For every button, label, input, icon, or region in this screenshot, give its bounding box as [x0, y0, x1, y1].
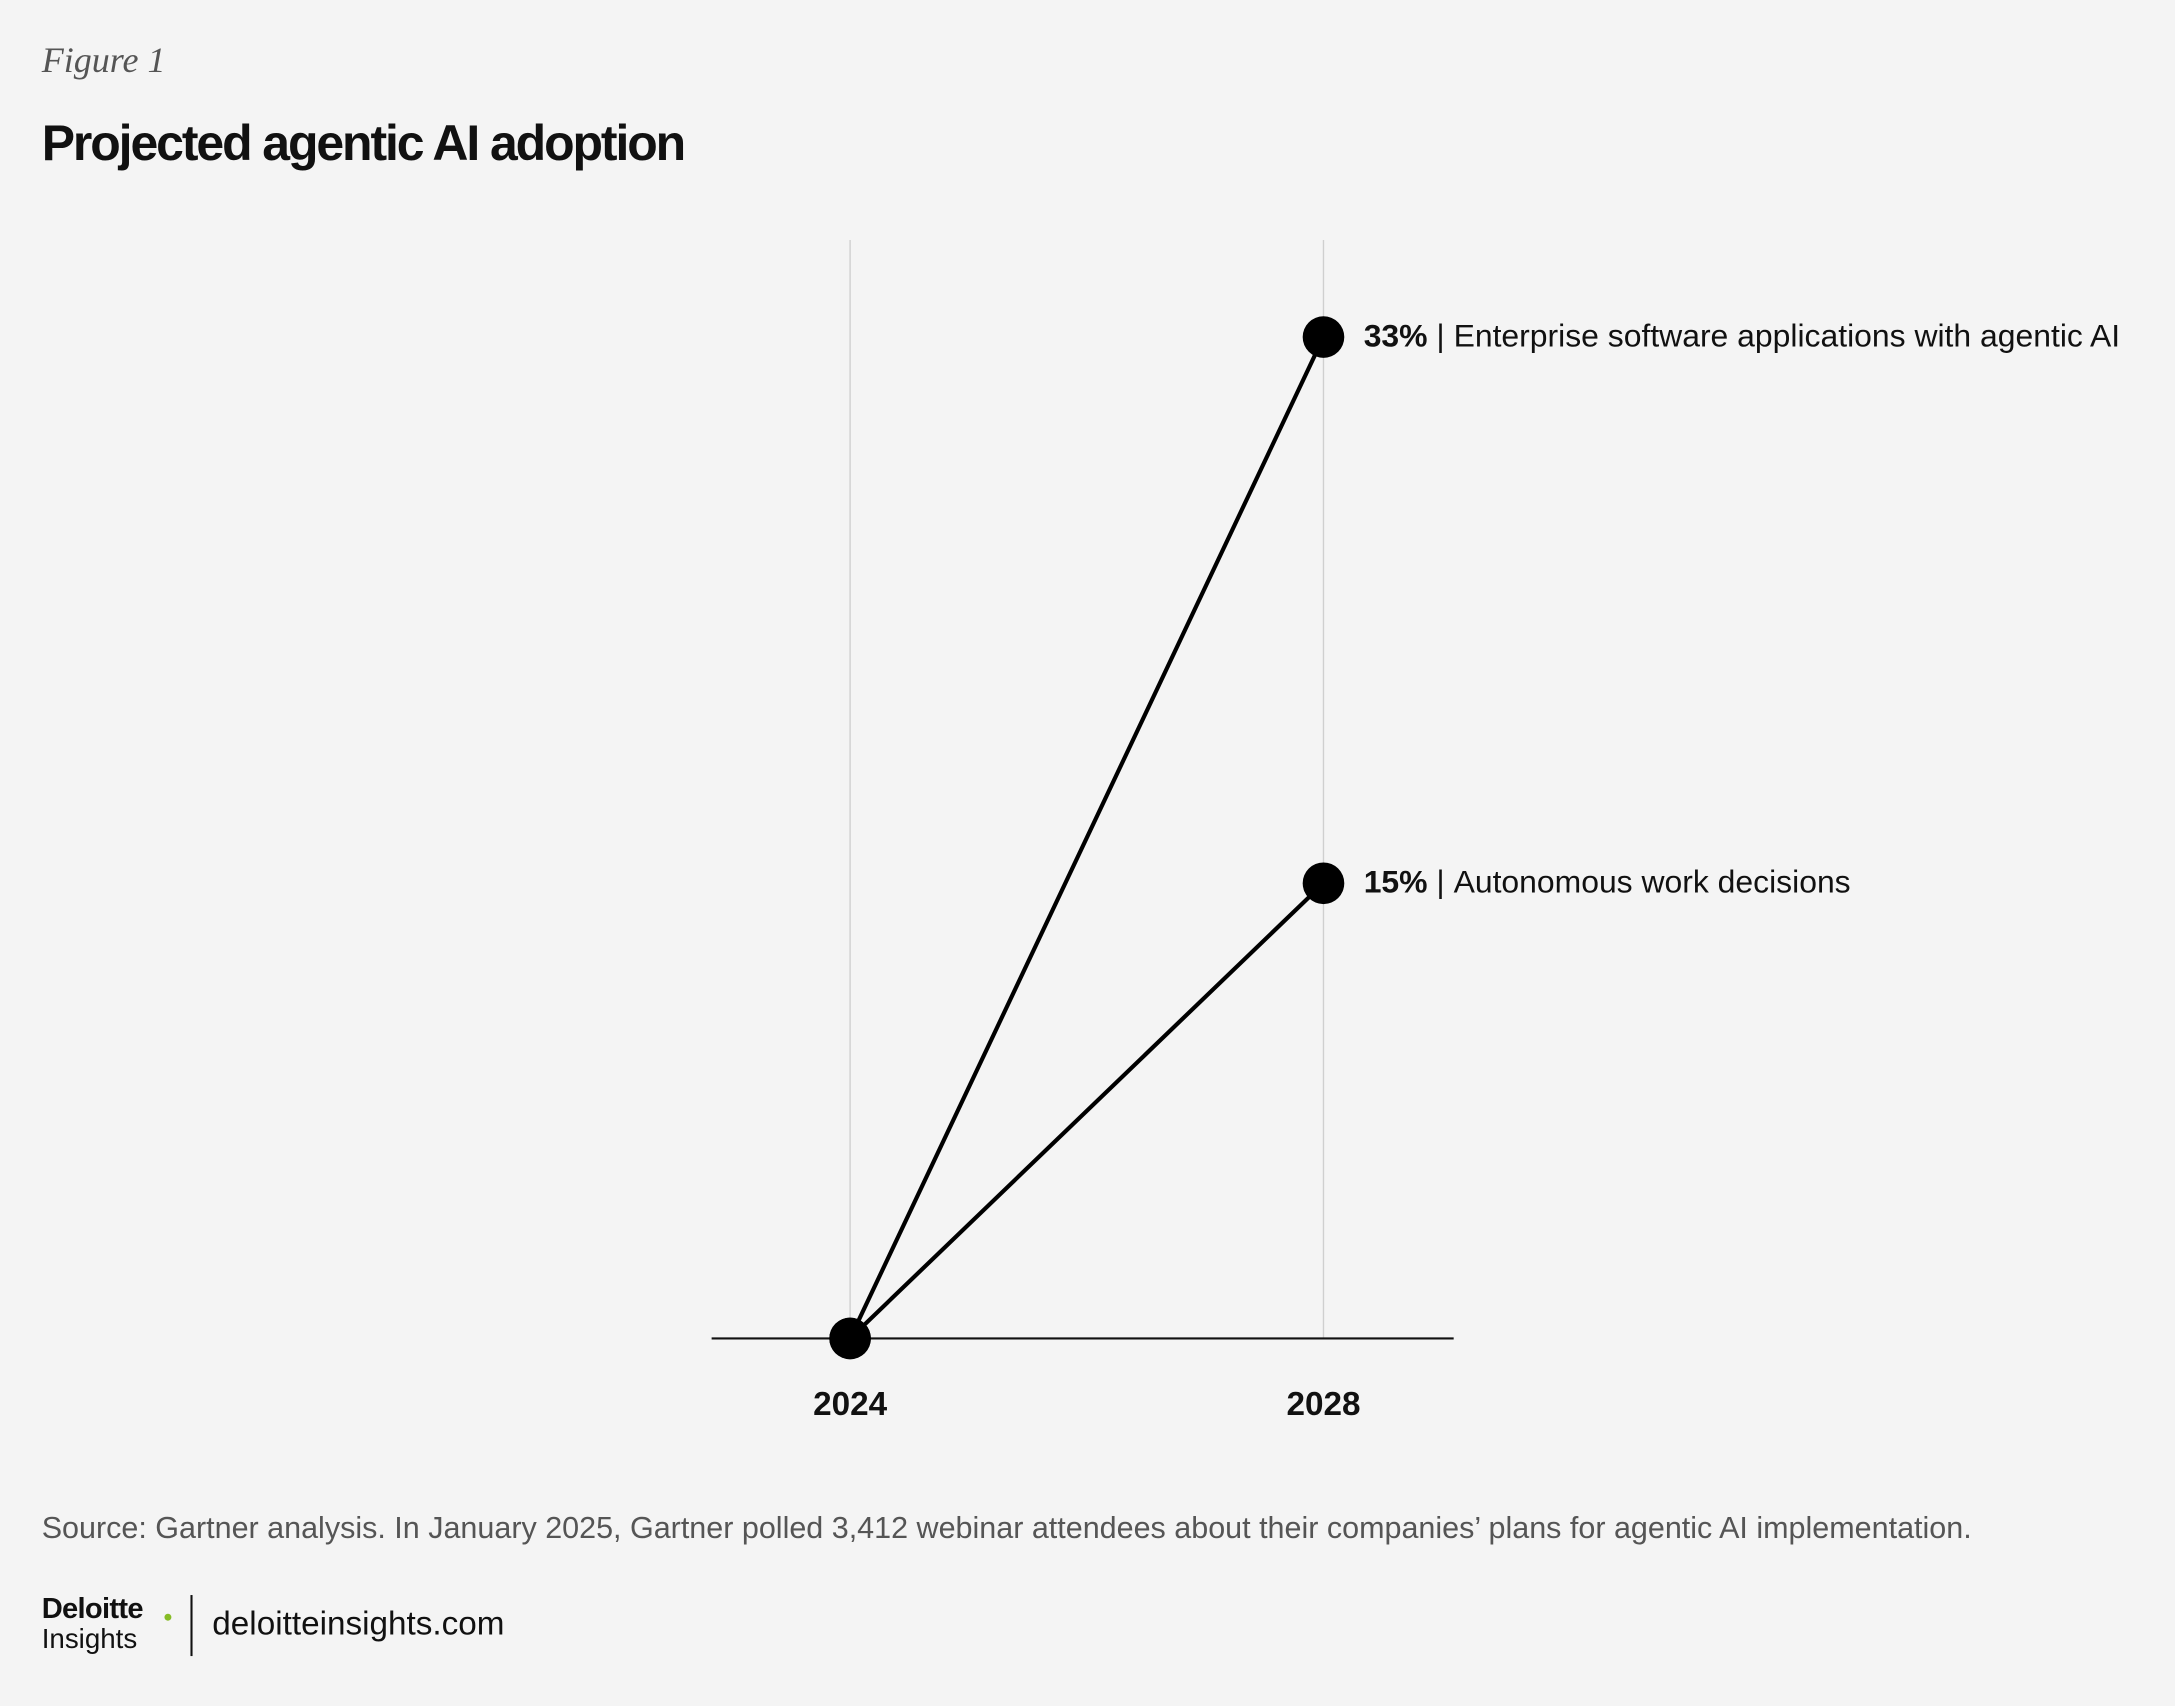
figure-label: Figure 1: [41, 40, 166, 80]
label-separator: |: [1436, 864, 1444, 900]
x-tick-label: 2024: [813, 1386, 888, 1423]
point-label: 15% | Autonomous work decisions: [1364, 864, 1851, 900]
logo-name: Deloitte: [42, 1593, 144, 1625]
value-label: 15%: [1364, 864, 1428, 900]
series-name: Enterprise software applications with ag…: [1454, 318, 2121, 354]
website: deloitteinsights.com: [212, 1605, 504, 1642]
point: [829, 1317, 871, 1360]
line: [848, 881, 1325, 1340]
x-tick-label: 2028: [1286, 1386, 1360, 1423]
logo-sub: Insights: [42, 1623, 138, 1654]
label-separator: |: [1436, 318, 1444, 354]
series-name: Autonomous work decisions: [1454, 864, 1851, 900]
chart-title: Projected agentic AI adoption: [42, 115, 684, 171]
line: [848, 336, 1326, 1340]
source-note: Source: Gartner analysis. In January 202…: [42, 1511, 1972, 1545]
point: [1302, 316, 1345, 358]
point: [1302, 862, 1345, 905]
logo-dot: [164, 1613, 172, 1621]
value-label: 33%: [1364, 318, 1428, 354]
point-label: 33% | Enterprise software applications w…: [1364, 318, 2120, 354]
